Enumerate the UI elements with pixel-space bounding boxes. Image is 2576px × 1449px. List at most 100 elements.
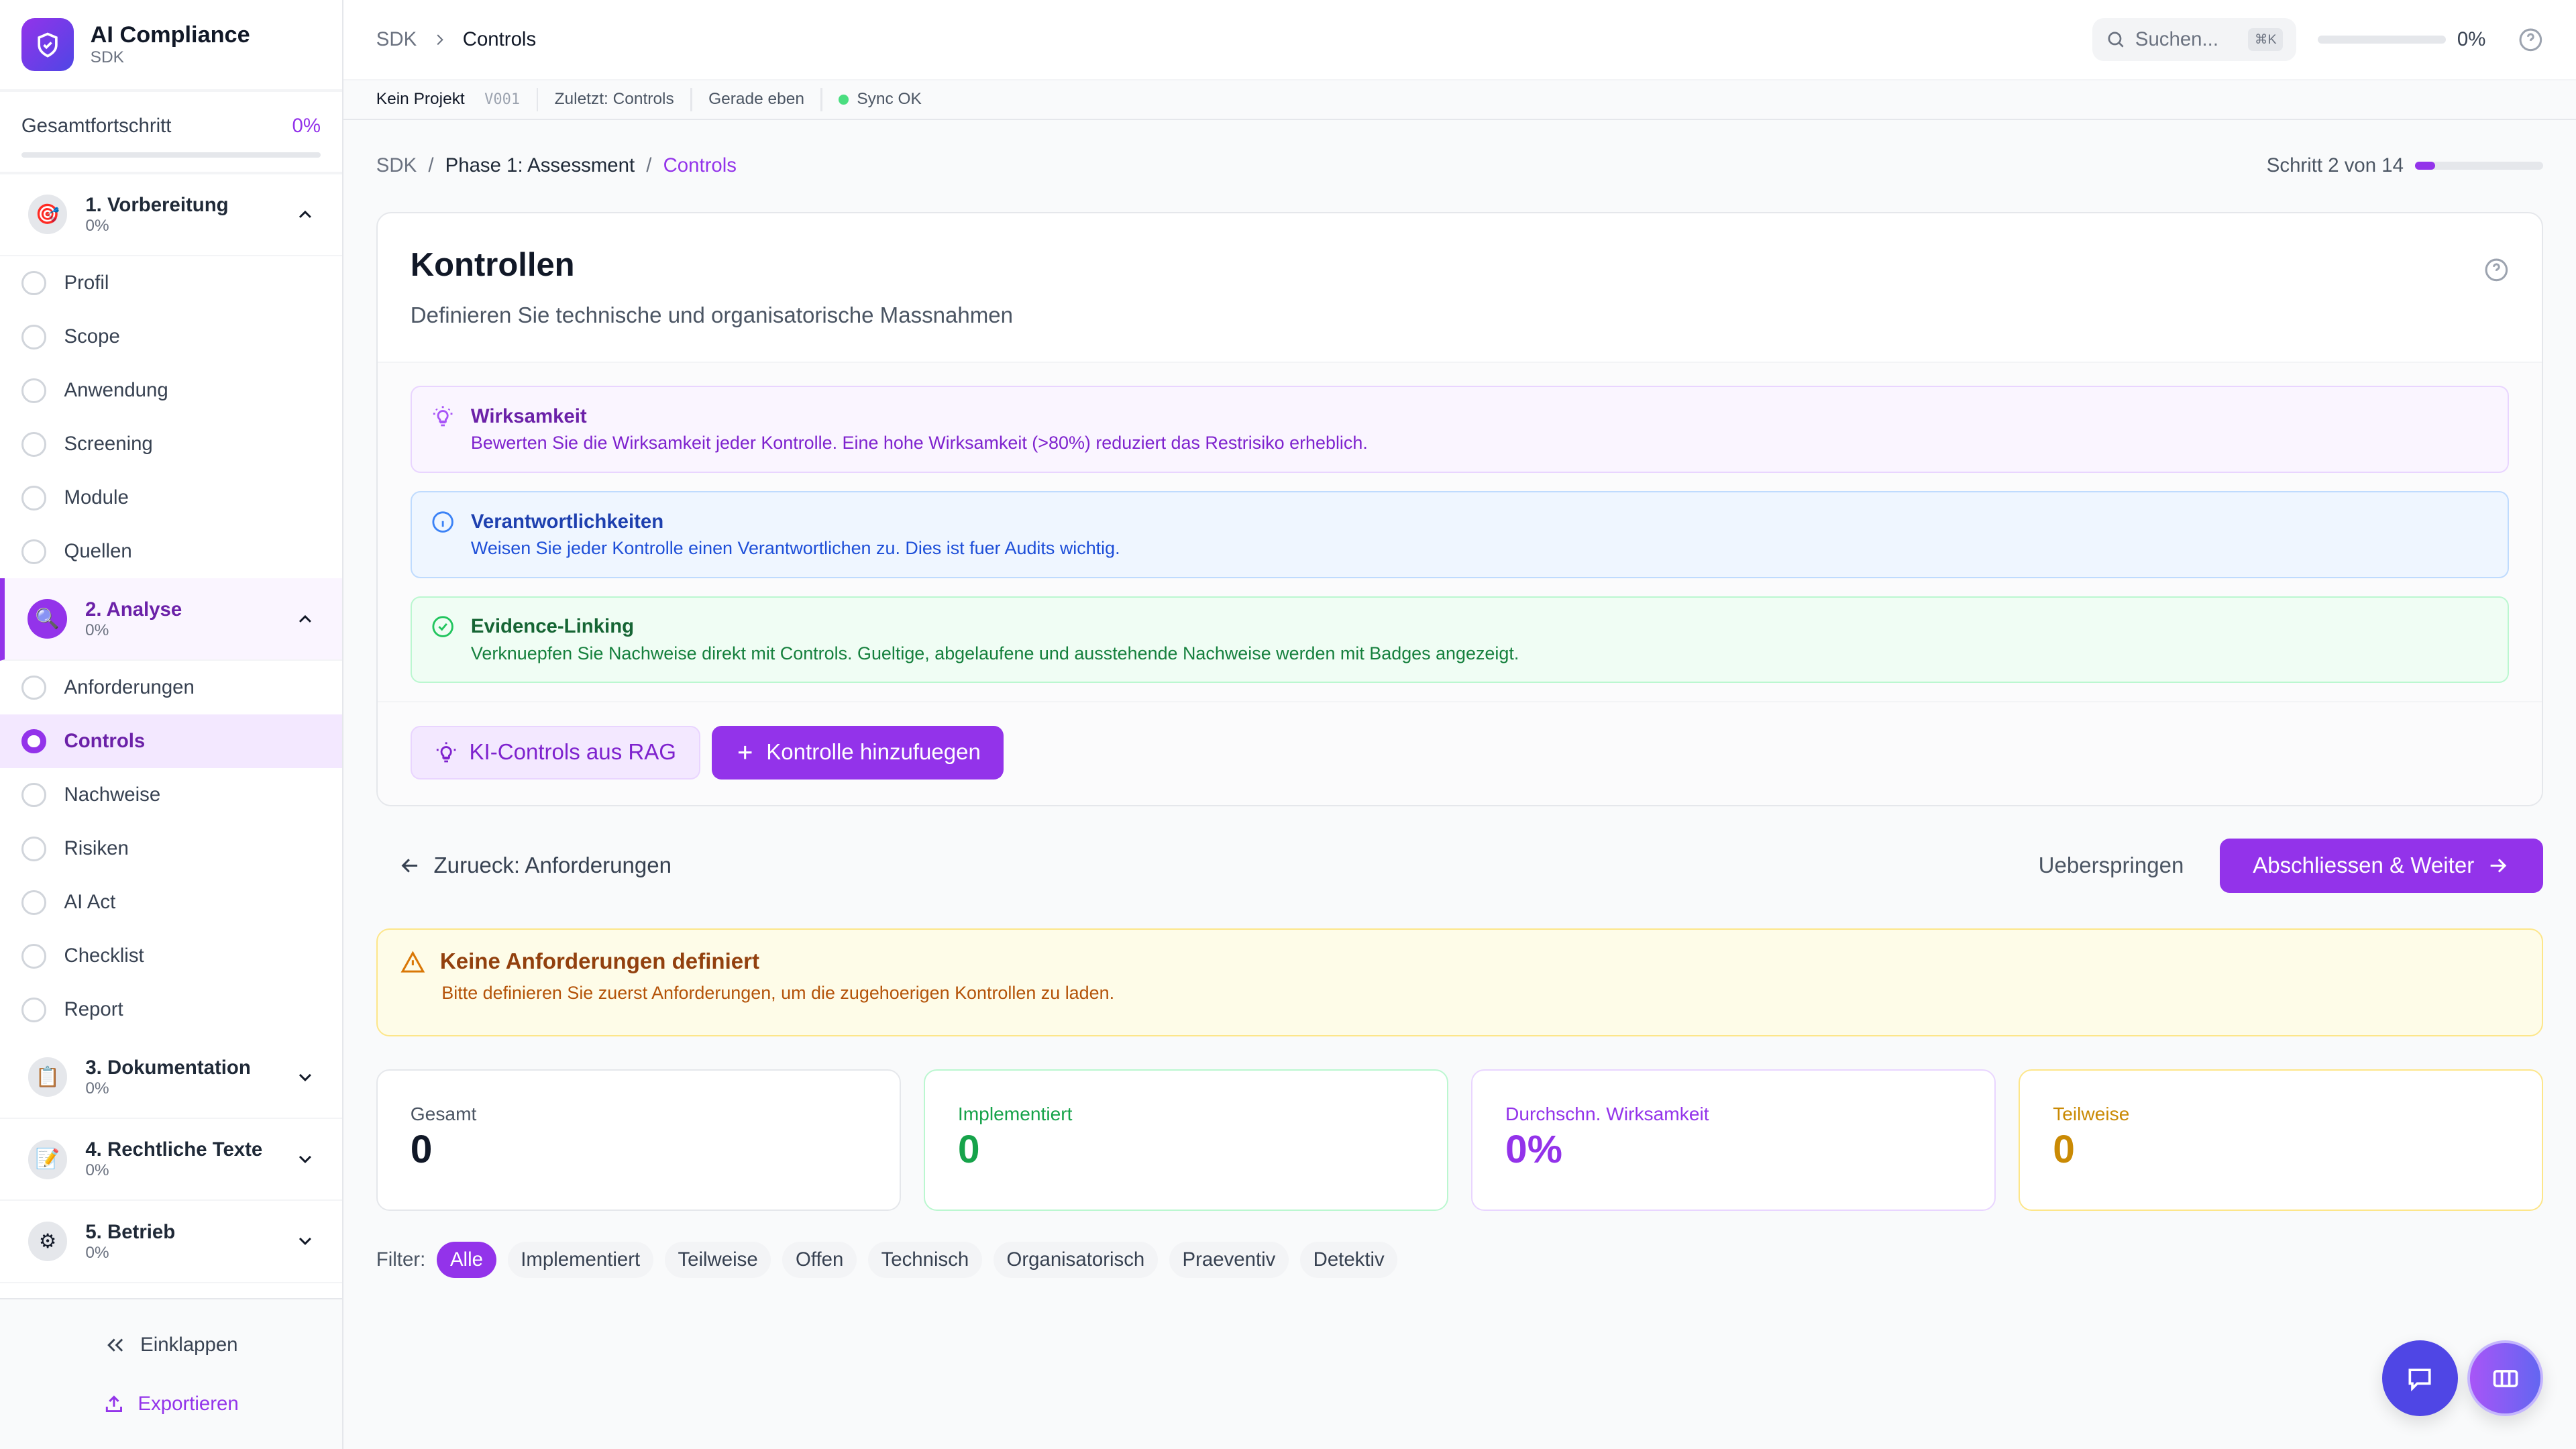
sidebar-section-5[interactable]: ⚙ 5. Betrieb 0% [0, 1201, 342, 1283]
sidebar-item-label: Report [64, 998, 123, 1021]
filter-chip-implementiert[interactable]: Implementiert [507, 1242, 653, 1278]
columns-button[interactable] [2467, 1340, 2544, 1417]
filter-chip-offen[interactable]: Offen [782, 1242, 857, 1278]
sidebar-section-4[interactable]: 📝 4. Rechtliche Texte 0% [0, 1119, 342, 1201]
skip-button[interactable]: Ueberspringen [2038, 853, 2184, 878]
sidebar-item-screening[interactable]: Screening [0, 417, 342, 471]
chevron-down-icon[interactable] [294, 1067, 316, 1088]
page-subtitle: Definieren Sie technische und organisato… [410, 303, 1014, 329]
warning-text: Bitte definieren Sie zuerst Anforderunge… [441, 983, 1115, 1004]
tip-text: Verknuepfen Sie Nachweise direkt mit Con… [470, 643, 1519, 663]
filter-chip-technisch[interactable]: Technisch [868, 1242, 982, 1278]
step-status-icon [21, 324, 46, 350]
tip-title: Verantwortlichkeiten [470, 510, 664, 533]
sidebar-item-scope[interactable]: Scope [0, 310, 342, 364]
export-button[interactable]: Exportieren [0, 1388, 342, 1421]
chevron-down-icon[interactable] [294, 1230, 316, 1252]
sidebar-item-label: Screening [64, 433, 153, 455]
progress-value: 0% [292, 115, 321, 138]
help-icon[interactable] [2484, 258, 2509, 282]
back-label: Zurueck: Anforderungen [433, 853, 672, 878]
sidebar-item-report[interactable]: Report [0, 983, 342, 1036]
step-status-icon [21, 782, 46, 808]
section-progress: 0% [85, 1243, 109, 1262]
chevron-up-icon[interactable] [294, 204, 316, 225]
brand-title: AI Compliance [90, 22, 250, 48]
sidebar-item-label: Controls [64, 730, 146, 753]
project-name: Kein Projekt [376, 90, 465, 109]
arrow-left-icon [401, 859, 417, 873]
search-shortcut: ⌘K [2248, 28, 2284, 51]
step-progress-fill [2415, 162, 2436, 170]
stat-total: Gesamt 0 [376, 1069, 901, 1211]
sidebar-item-profil[interactable]: Profil [0, 256, 342, 310]
step-status-icon [21, 675, 46, 700]
collapse-button[interactable]: Einklappen [0, 1329, 342, 1362]
stat-implemented: Implementiert 0 [923, 1069, 1448, 1211]
sidebar-item-label: AI Act [64, 891, 116, 914]
filter-chip-praeventiv[interactable]: Praeventiv [1169, 1242, 1289, 1278]
warning-title: Keine Anforderungen definiert [439, 949, 759, 975]
sidebar-item-module[interactable]: Module [0, 471, 342, 525]
chat-button[interactable] [2382, 1340, 2458, 1417]
sidebar-footer: Einklappen Exportieren [0, 1297, 342, 1449]
breadcrumb-separator: / [428, 154, 434, 177]
step-status-icon [21, 998, 46, 1022]
search-input[interactable]: Suchen... ⌘K [2092, 18, 2296, 61]
step-status-icon [21, 378, 46, 403]
crumb-root[interactable]: SDK [376, 28, 417, 50]
sidebar-item-ai-act[interactable]: AI Act [0, 875, 342, 929]
warning-banner: Keine Anforderungen definiert Bitte defi… [376, 928, 2544, 1037]
sidebar-item-nachweise[interactable]: Nachweise [0, 768, 342, 822]
sidebar-section-1[interactable]: 🎯 1. Vorbereitung 0% [0, 174, 342, 257]
sidebar-item-label: Quellen [64, 540, 132, 563]
brand-subtitle: SDK [90, 48, 124, 67]
complete-next-button[interactable]: Abschliessen & Weiter [2220, 839, 2544, 893]
sidebar-item-label: Scope [64, 325, 120, 348]
tip-text: Bewerten Sie die Wirksamkeit jeder Kontr… [470, 433, 1368, 453]
stat-label: Durchschn. Wirksamkeit [1505, 1104, 1709, 1125]
breadcrumb-phase[interactable]: Phase 1: Assessment [445, 154, 635, 177]
top-breadcrumb: SDK Controls [376, 28, 536, 51]
section-title: 3. Dokumentation [85, 1056, 251, 1079]
sidebar-item-label: Profil [64, 272, 109, 294]
sidebar-item-anforderungen[interactable]: Anforderungen [0, 661, 342, 714]
sidebar-item-quellen[interactable]: Quellen [0, 525, 342, 578]
stat-partial: Teilweise 0 [2019, 1069, 2544, 1211]
sidebar-item-anwendung[interactable]: Anwendung [0, 364, 342, 417]
gear-icon: ⚙ [28, 1222, 68, 1261]
shield-check-icon [21, 18, 74, 71]
sidebar-item-label: Anforderungen [64, 676, 195, 698]
sidebar-section-2[interactable]: 🔍 2. Analyse 0% [0, 578, 342, 661]
clipboard-icon: 📋 [28, 1057, 68, 1097]
chevron-down-icon[interactable] [294, 1148, 316, 1170]
add-control-button[interactable]: Kontrolle hinzufuegen [712, 725, 1004, 780]
sidebar-item-checklist[interactable]: Checklist [0, 929, 342, 983]
step-status-icon [21, 270, 46, 296]
topbar-progress-bar [2317, 35, 2446, 44]
sidebar-item-controls[interactable]: Controls [0, 714, 342, 769]
filter-chip-detektiv[interactable]: Detektiv [1300, 1242, 1398, 1278]
filter-chip-organisatorisch[interactable]: Organisatorisch [993, 1242, 1158, 1278]
last-step: Zuletzt: Controls [554, 90, 674, 109]
filter-chip-alle[interactable]: Alle [437, 1242, 496, 1278]
filter-chip-teilweise[interactable]: Teilweise [664, 1242, 771, 1278]
sidebar-item-label: Nachweise [64, 784, 161, 806]
sync-status-dot [839, 95, 849, 105]
sidebar-item-risiken[interactable]: Risiken [0, 822, 342, 875]
tip-effectiveness: Wirksamkeit Bewerten Sie die Wirksamkeit … [410, 386, 2510, 473]
breadcrumb-root[interactable]: SDK [376, 154, 417, 177]
help-icon[interactable] [2518, 28, 2543, 52]
lightbulb-icon [433, 406, 453, 427]
back-button[interactable]: Zurueck: Anforderungen [376, 853, 672, 879]
tip-responsibilities: Verantwortlichkeiten Weisen Sie jeder Kon… [410, 490, 2510, 578]
step-status-icon [21, 486, 46, 511]
ai-controls-rag-button[interactable]: KI-Controls aus RAG [410, 725, 701, 780]
section-title: 4. Rechtliche Texte [85, 1138, 263, 1161]
crumb-current: Controls [462, 28, 537, 50]
chevron-up-icon[interactable] [294, 608, 316, 630]
filter-bar: Filter: Alle Implementiert Teilweise Offen T… [376, 1242, 2543, 1278]
sidebar-section-3[interactable]: 📋 3. Dokumentation 0% [0, 1036, 342, 1119]
page-title: Kontrollen [410, 246, 575, 283]
check-circle-icon [432, 616, 453, 638]
